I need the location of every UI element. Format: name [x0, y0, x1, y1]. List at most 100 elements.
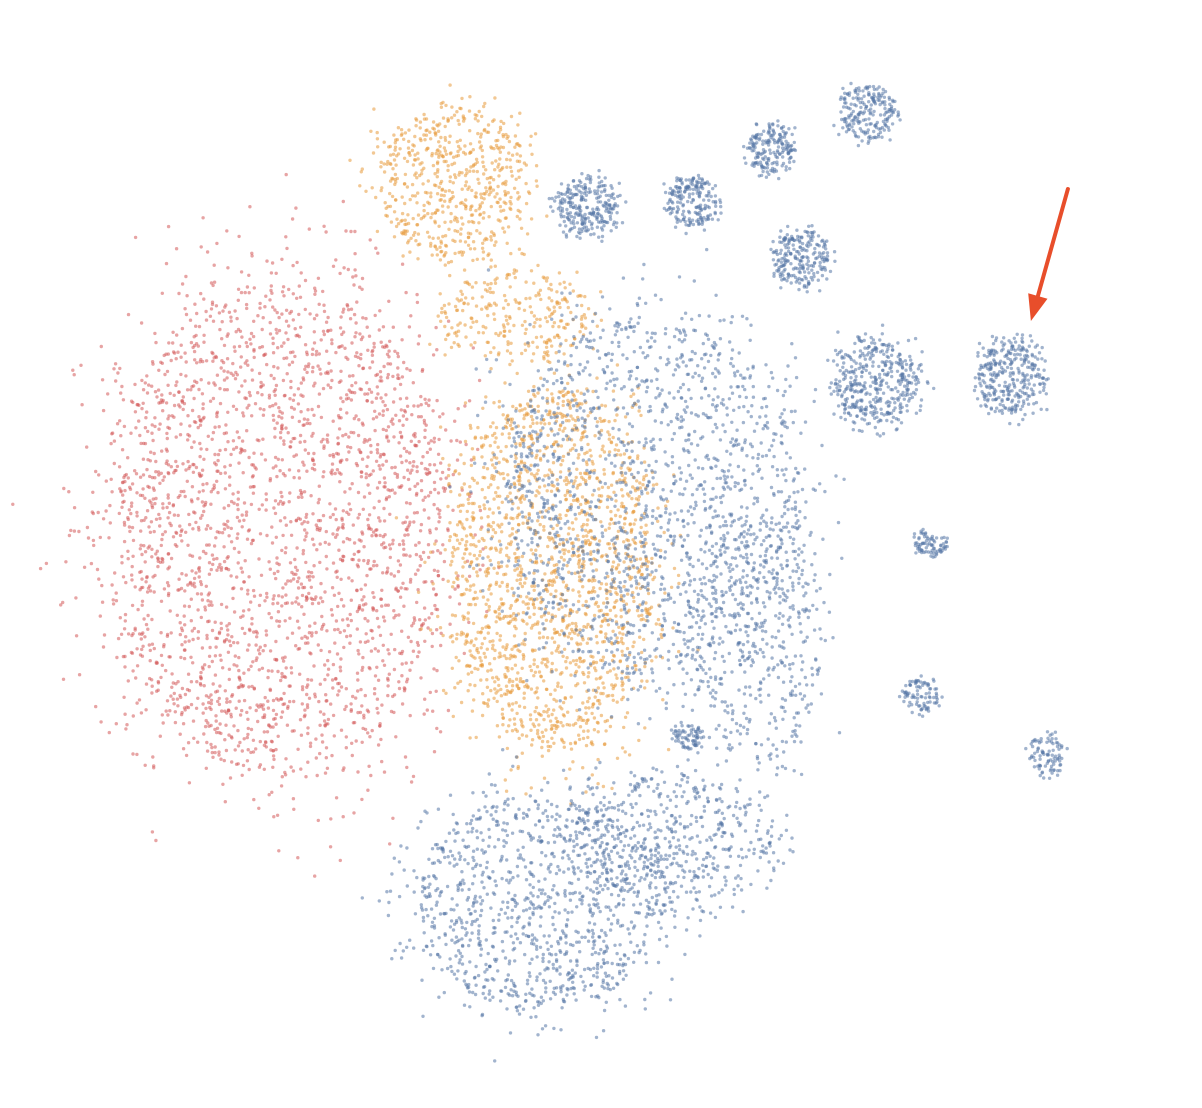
data-point [274, 535, 278, 539]
data-point [197, 569, 202, 573]
data-point [135, 647, 139, 651]
data-point [499, 694, 504, 698]
data-point [409, 780, 414, 784]
data-point [351, 523, 355, 527]
data-point [568, 767, 572, 771]
data-point [414, 552, 419, 557]
data-point [201, 402, 205, 406]
data-point [486, 130, 491, 134]
data-point [368, 366, 372, 370]
data-point [245, 759, 250, 763]
data-point [62, 486, 66, 491]
data-point [548, 719, 553, 723]
data-point [228, 700, 232, 704]
data-point [514, 618, 518, 622]
data-point [426, 179, 430, 183]
data-point [252, 355, 256, 360]
data-point [285, 246, 289, 251]
data-point [259, 705, 264, 709]
data-point [147, 544, 152, 548]
data-point [532, 588, 536, 592]
data-point [387, 495, 391, 499]
data-point [226, 708, 231, 713]
data-point [272, 757, 276, 762]
data-point [485, 176, 489, 181]
data-point [479, 659, 483, 663]
data-point [542, 524, 546, 529]
data-point [554, 716, 558, 720]
data-point [160, 393, 164, 397]
data-point [312, 462, 316, 467]
data-point [584, 541, 588, 546]
data-point [400, 211, 405, 216]
data-point [549, 592, 553, 596]
data-point [219, 366, 223, 370]
data-point [638, 557, 643, 561]
data-point [167, 341, 171, 345]
data-point [156, 556, 160, 560]
data-point [225, 229, 229, 233]
data-point [395, 217, 399, 221]
data-point [268, 404, 272, 409]
data-point [229, 499, 234, 504]
data-point [526, 685, 530, 690]
data-point [179, 372, 183, 377]
data-point [272, 571, 277, 576]
data-point [437, 512, 441, 516]
data-point [456, 584, 460, 588]
data-point [486, 123, 491, 127]
data-point [255, 631, 259, 635]
data-point [340, 518, 344, 522]
data-point [402, 446, 406, 451]
data-point [401, 539, 405, 543]
data-point [204, 706, 208, 711]
data-point [403, 755, 408, 759]
data-point [273, 393, 277, 397]
data-point [486, 555, 490, 559]
data-point [619, 466, 623, 470]
data-point [552, 708, 556, 712]
data-point [244, 513, 249, 517]
data-point [561, 724, 565, 728]
data-point [451, 714, 455, 719]
data-point [504, 192, 508, 196]
data-point [476, 119, 480, 123]
data-point [222, 545, 226, 549]
data-point [394, 613, 398, 618]
data-point [324, 529, 328, 534]
data-point [374, 373, 378, 378]
data-point [366, 392, 370, 396]
data-point [184, 360, 188, 364]
data-point [386, 425, 391, 429]
data-point [517, 555, 521, 560]
data-point [316, 643, 320, 647]
data-point [214, 714, 218, 718]
data-point [497, 683, 501, 688]
data-point [428, 470, 432, 475]
data-point [184, 635, 188, 639]
data-point [504, 132, 508, 137]
data-point [179, 626, 184, 630]
data-point [360, 797, 364, 802]
data-point [281, 502, 285, 506]
data-point [120, 480, 125, 485]
data-point [632, 509, 636, 514]
data-point [514, 599, 518, 604]
data-point [513, 145, 517, 149]
data-point [561, 654, 565, 658]
data-point [350, 383, 354, 388]
data-point [581, 585, 585, 589]
data-point [242, 501, 247, 505]
data-point [240, 439, 245, 443]
data-point [232, 546, 237, 551]
data-point [308, 312, 312, 316]
data-point [401, 423, 405, 427]
data-point [494, 143, 499, 148]
data-point [274, 712, 279, 717]
data-point [260, 666, 265, 670]
data-point [284, 593, 288, 597]
data-point [344, 735, 348, 739]
data-point [574, 721, 578, 726]
data-point [447, 538, 452, 543]
data-point [545, 396, 549, 401]
